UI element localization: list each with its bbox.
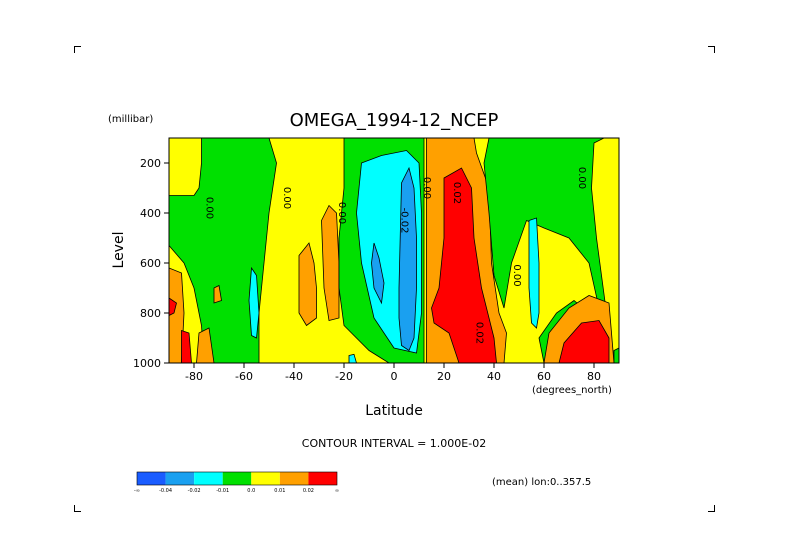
contour-region bbox=[248, 266, 260, 339]
y-axis: 200 400 600 800 1000 bbox=[133, 157, 169, 370]
contour-label: 0.00 bbox=[281, 187, 292, 209]
x-axis-label: Latitude bbox=[365, 403, 423, 419]
contour-label: 0.00 bbox=[336, 202, 347, 224]
contour-region bbox=[398, 166, 417, 352]
x-tick-label: -80 bbox=[185, 370, 203, 383]
contour-region bbox=[348, 353, 357, 363]
contour-region bbox=[483, 138, 619, 363]
contour-region bbox=[613, 347, 619, 363]
colorbar-swatch bbox=[137, 472, 166, 485]
x-units-label: (degrees_north) bbox=[532, 385, 612, 396]
x-tick-label: 60 bbox=[537, 370, 551, 383]
y-tick-label: 400 bbox=[140, 207, 161, 220]
y-tick-label: 200 bbox=[140, 157, 161, 170]
colorbar-swatch bbox=[165, 472, 195, 485]
contour-label: -0.02 bbox=[399, 208, 410, 234]
contour-label: 0.00 bbox=[421, 177, 432, 199]
colorbar-tick-label: -0.02 bbox=[188, 488, 201, 494]
y-tick-label: 800 bbox=[140, 307, 161, 320]
colorbar-tick-label: 0.02 bbox=[303, 488, 314, 494]
x-axis: -80 -60 -40 -20 0 20 40 60 80 bbox=[185, 363, 601, 383]
contour-region bbox=[213, 284, 222, 304]
y-axis-label: Level bbox=[111, 232, 127, 269]
y-tick-label: 1000 bbox=[133, 357, 161, 370]
colorbar-frame bbox=[136, 471, 338, 486]
contour-region bbox=[591, 138, 619, 363]
chart-title: OMEGA_1994-12_NCEP bbox=[290, 110, 499, 131]
colorbar-swatch bbox=[251, 472, 280, 485]
contour-region bbox=[371, 242, 385, 305]
contour-interval-text: CONTOUR INTERVAL = 1.000E-02 bbox=[302, 437, 486, 450]
colorbar-swatch bbox=[222, 472, 252, 485]
colorbar-swatch bbox=[194, 472, 223, 485]
mean-lon-text: (mean) lon:0..357.5 bbox=[492, 477, 591, 488]
contour-region bbox=[196, 327, 215, 363]
contour-region bbox=[181, 329, 192, 363]
contour-label: 0.00 bbox=[511, 264, 522, 286]
colorbar-tick-label: -∞ bbox=[134, 488, 140, 494]
contour-label: 0.02 bbox=[451, 182, 462, 204]
contour-label: 0.00 bbox=[204, 197, 215, 219]
contour-region bbox=[298, 242, 317, 327]
colorbar-tick-label: 0.01 bbox=[274, 488, 285, 494]
corner-mark-bottom-left bbox=[74, 505, 81, 512]
corner-marks bbox=[74, 46, 715, 512]
colorbar-tick-label: ∞ bbox=[335, 488, 339, 494]
colorbar-tick-label: -0.01 bbox=[216, 488, 229, 494]
x-tick-label: 40 bbox=[487, 370, 501, 383]
corner-mark-bottom-right bbox=[708, 505, 715, 512]
contour-region bbox=[528, 217, 540, 329]
colorbar-swatch bbox=[308, 472, 337, 485]
contour-labels: 0.00 0.00 0.00 -0.02 0.00 0.02 0.00 0.02 0.00 bbox=[204, 167, 588, 344]
contour-label: 0.02 bbox=[474, 322, 485, 344]
x-tick-label: 80 bbox=[587, 370, 601, 383]
x-tick-label: 0 bbox=[391, 370, 398, 383]
colorbar-tick-label: 0.0 bbox=[247, 488, 255, 494]
colorbar-swatch bbox=[279, 472, 309, 485]
contour-fills bbox=[169, 138, 619, 363]
y-units-label: (millibar) bbox=[108, 114, 153, 125]
contour-region bbox=[558, 320, 610, 363]
x-tick-label: -40 bbox=[285, 370, 303, 383]
y-tick-label: 600 bbox=[140, 257, 161, 270]
colorbar-tick-label: -0.04 bbox=[159, 488, 172, 494]
contour-region bbox=[169, 297, 177, 316]
corner-mark-top-left bbox=[74, 46, 81, 53]
x-tick-label: 20 bbox=[437, 370, 451, 383]
corner-mark-top-right bbox=[708, 46, 715, 53]
x-tick-label: -20 bbox=[335, 370, 353, 383]
contour-label: 0.00 bbox=[576, 167, 587, 189]
colorbar: -∞ -0.04 -0.02 -0.01 0.0 0.01 0.02 ∞ bbox=[134, 471, 339, 494]
x-tick-label: -60 bbox=[235, 370, 253, 383]
contour-region bbox=[431, 167, 497, 363]
